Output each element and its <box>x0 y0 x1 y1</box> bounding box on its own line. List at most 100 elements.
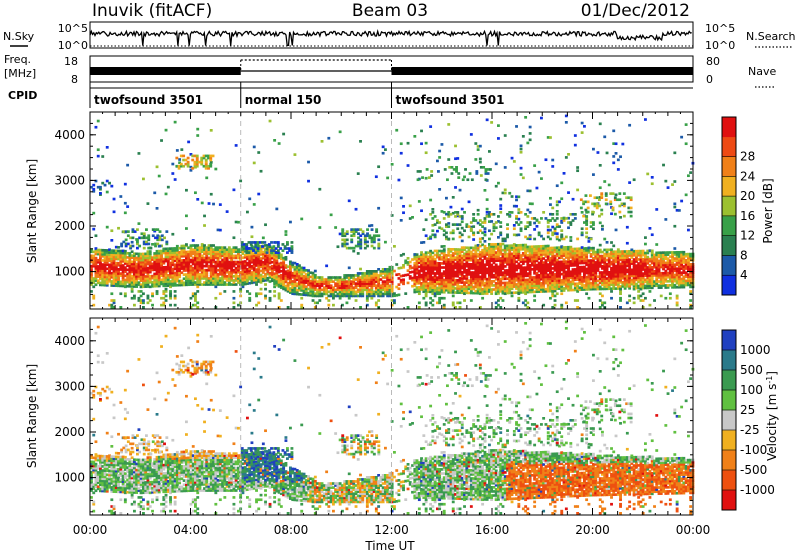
power-cell <box>605 262 609 266</box>
power-cell <box>436 270 439 273</box>
power-cell <box>512 277 516 280</box>
power-cell <box>171 257 175 261</box>
power-cell <box>137 262 141 266</box>
power-cell <box>549 273 552 277</box>
power-cell <box>162 282 166 286</box>
power-cell <box>598 271 602 274</box>
power-cell <box>327 280 331 283</box>
power-cell <box>630 278 634 282</box>
power-cell <box>209 273 213 276</box>
power-cell <box>442 280 446 284</box>
power-cell <box>680 250 684 254</box>
power-cell <box>252 262 256 266</box>
power-cell <box>300 272 304 276</box>
power-cell <box>616 262 620 266</box>
power-cell <box>178 269 182 273</box>
power-cell <box>214 268 218 272</box>
power-cell <box>372 278 376 281</box>
power-cell <box>530 255 534 259</box>
power-cell <box>101 259 105 262</box>
power-cell <box>99 283 102 287</box>
power-cell <box>207 260 211 264</box>
power-cell <box>128 285 132 288</box>
power-cell <box>300 278 304 282</box>
power-cell <box>185 283 188 287</box>
power-cell <box>223 281 227 284</box>
power-cell <box>573 255 577 259</box>
power-cell <box>677 257 681 260</box>
power-cell <box>370 278 374 281</box>
power-cell <box>130 278 134 282</box>
power-cell <box>302 277 306 280</box>
power-cell <box>501 289 505 293</box>
power-cell <box>553 283 557 287</box>
power-cell <box>614 264 618 268</box>
power-cell <box>610 271 613 274</box>
power-cell <box>644 266 647 269</box>
power-cell <box>420 267 423 271</box>
power-cell <box>623 272 627 276</box>
power-cell <box>614 256 618 260</box>
power-cell <box>261 263 265 266</box>
power-cell <box>429 272 433 275</box>
power-cell <box>223 260 227 264</box>
power-cell <box>619 252 622 255</box>
power-cell <box>616 168 620 171</box>
power-cell <box>605 277 609 280</box>
power-cell <box>492 267 496 271</box>
power-cell <box>621 266 625 270</box>
power-cell <box>503 283 507 287</box>
power-cell <box>112 210 116 214</box>
power-cell <box>223 268 227 272</box>
power-cell <box>515 266 518 270</box>
power-cell <box>537 251 541 254</box>
power-cell <box>521 280 525 284</box>
power-cell <box>277 296 281 300</box>
power-cell <box>655 208 659 211</box>
power-cell <box>121 255 125 259</box>
power-cell <box>474 244 478 248</box>
power-cell <box>105 146 109 149</box>
power-cell <box>94 269 98 272</box>
power-cell <box>164 249 168 253</box>
power-cell <box>365 272 369 275</box>
power-cell <box>381 288 385 292</box>
power-cell <box>476 291 480 295</box>
power-cell <box>562 272 566 276</box>
power-cell <box>248 263 252 267</box>
power-cell <box>549 271 552 274</box>
power-cell <box>508 285 512 289</box>
power-cell <box>454 291 457 294</box>
power-cell <box>185 254 188 258</box>
power-cell <box>433 286 437 290</box>
power-cell <box>144 260 148 264</box>
power-cell <box>259 251 263 254</box>
power-cell <box>175 149 179 152</box>
power-cell <box>123 260 127 263</box>
power-cell <box>560 252 564 255</box>
cpid-label: CPID <box>8 89 37 102</box>
power-cell <box>282 267 286 270</box>
power-cell <box>413 290 417 294</box>
power-cell <box>519 287 523 290</box>
power-cell <box>562 278 566 282</box>
power-cell <box>463 277 466 280</box>
power-cell <box>112 261 116 265</box>
power-cell <box>596 279 600 283</box>
power-cell <box>499 257 503 260</box>
power-cell <box>214 285 218 289</box>
power-cell <box>490 263 494 267</box>
power-cell <box>182 250 186 254</box>
power-cell <box>657 251 661 255</box>
power-cell <box>268 253 272 257</box>
power-cell <box>379 270 383 273</box>
power-cell <box>628 282 632 286</box>
power-cell <box>379 284 383 288</box>
power-cell <box>264 264 267 268</box>
power-cell <box>420 251 423 254</box>
power-cell <box>295 263 299 266</box>
power-cell <box>492 253 496 256</box>
power-cell <box>148 254 152 257</box>
power-cell <box>517 217 521 221</box>
power-cell <box>447 264 451 267</box>
